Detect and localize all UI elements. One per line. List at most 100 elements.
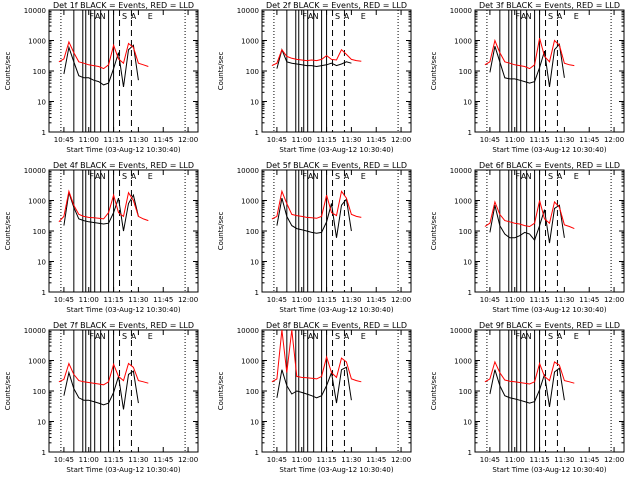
y-tick-label: 1	[468, 289, 472, 297]
marker-letter: A	[95, 12, 101, 21]
x-tick-label: 12:00	[178, 296, 198, 304]
y-tick-label: 1	[255, 449, 259, 457]
marker-letter: A	[95, 332, 101, 341]
x-tick-label: 11:00	[292, 456, 312, 464]
x-axis-label: Start Time (03-Aug-12 10:30:40)	[66, 306, 180, 314]
y-tick-label: 10	[37, 99, 46, 107]
y-tick-label: 100	[246, 228, 259, 236]
y-tick-label: 100	[246, 68, 259, 76]
marker-letter: S	[335, 332, 340, 341]
x-tick-label: 11:00	[79, 136, 99, 144]
marker-letter: F	[302, 12, 307, 21]
series-line-lld	[271, 48, 362, 67]
y-axis-label: Counts/sec	[4, 212, 12, 251]
x-tick-label: 11:30	[554, 296, 574, 304]
x-tick-label: 12:00	[391, 296, 411, 304]
x-tick-label: 11:15	[316, 136, 336, 144]
x-tick-label: 10:45	[267, 456, 287, 464]
y-tick-label: 1000	[241, 358, 259, 366]
marker-letter: N	[313, 172, 319, 181]
marker-letter: F	[89, 12, 94, 21]
y-tick-label: 10	[250, 419, 259, 427]
marker-letter: F	[89, 172, 94, 181]
plot-frame	[48, 329, 199, 453]
x-tick-label: 11:45	[153, 456, 173, 464]
marker-letter: E	[148, 332, 153, 341]
marker-letter: A	[521, 12, 527, 21]
x-tick-label: 11:15	[316, 456, 336, 464]
x-tick-label: 10:45	[54, 136, 74, 144]
y-tick-label: 10000	[237, 327, 259, 335]
marker-letter: N	[526, 12, 532, 21]
series-line-events	[489, 43, 565, 87]
y-tick-label: 100	[459, 228, 472, 236]
x-tick-label: 12:00	[178, 136, 198, 144]
y-tick-label: 1000	[241, 38, 259, 46]
x-tick-label: 11:45	[579, 296, 599, 304]
series-line-lld	[484, 200, 575, 230]
y-tick-label: 10000	[450, 167, 472, 175]
chart-title: Det 9f BLACK = Events, RED = LLD	[479, 321, 620, 330]
x-axis-label: Start Time (03-Aug-12 10:30:40)	[279, 306, 393, 314]
x-axis-label: Start Time (03-Aug-12 10:30:40)	[66, 146, 180, 154]
x-tick-label: 10:45	[267, 296, 287, 304]
plot-frame	[261, 9, 412, 133]
y-tick-label: 100	[33, 228, 46, 236]
x-tick-label: 11:45	[366, 296, 386, 304]
y-tick-label: 1000	[28, 358, 46, 366]
marker-letter: S	[122, 172, 127, 181]
marker-letter: E	[574, 172, 579, 181]
y-tick-label: 1	[255, 129, 259, 137]
chart-title: Det 5f BLACK = Events, RED = LLD	[266, 161, 407, 170]
chart-title: Det 1f BLACK = Events, RED = LLD	[53, 1, 194, 10]
y-axis-label: Counts/sec	[217, 372, 225, 411]
y-axis-label: Counts/sec	[430, 212, 438, 251]
chart-title: Det 7f BLACK = Events, RED = LLD	[53, 321, 194, 330]
plot-frame	[261, 169, 412, 293]
x-tick-label: 11:15	[529, 456, 549, 464]
x-tick-label: 11:30	[554, 456, 574, 464]
y-tick-label: 1	[468, 129, 472, 137]
y-tick-label: 10	[463, 99, 472, 107]
x-tick-label: 11:00	[79, 296, 99, 304]
plot-frame	[474, 9, 625, 133]
plot-frame	[474, 169, 625, 293]
marker-letter: F	[302, 172, 307, 181]
series-line-lld	[271, 189, 362, 220]
x-tick-label: 11:45	[579, 136, 599, 144]
y-axis-label: Counts/sec	[430, 372, 438, 411]
x-tick-label: 11:45	[153, 136, 173, 144]
marker-letter: N	[313, 12, 319, 21]
y-axis-label: Counts/sec	[4, 52, 12, 91]
series-line-lld	[484, 360, 575, 385]
y-tick-label: 10	[463, 259, 472, 267]
x-tick-label: 12:00	[391, 456, 411, 464]
marker-letter: E	[148, 172, 153, 181]
x-axis-label: Start Time (03-Aug-12 10:30:40)	[492, 466, 606, 474]
y-tick-label: 10	[250, 259, 259, 267]
y-tick-label: 1000	[28, 38, 46, 46]
marker-letter: S	[335, 172, 340, 181]
marker-letter: E	[361, 12, 366, 21]
y-tick-label: 100	[459, 388, 472, 396]
marker-letter: A	[95, 172, 101, 181]
series-line-events	[276, 197, 352, 238]
y-tick-label: 1000	[28, 198, 46, 206]
marker-letter: A	[344, 172, 350, 181]
x-tick-label: 11:30	[341, 296, 361, 304]
y-tick-label: 10000	[24, 167, 46, 175]
series-line-events	[63, 192, 139, 232]
y-axis-label: Counts/sec	[217, 52, 225, 91]
y-tick-label: 10	[37, 259, 46, 267]
marker-letter: F	[302, 332, 307, 341]
y-tick-label: 10000	[24, 327, 46, 335]
series-line-events	[63, 370, 139, 410]
marker-letter: A	[521, 332, 527, 341]
x-tick-label: 11:15	[103, 456, 123, 464]
x-tick-label: 10:45	[54, 296, 74, 304]
